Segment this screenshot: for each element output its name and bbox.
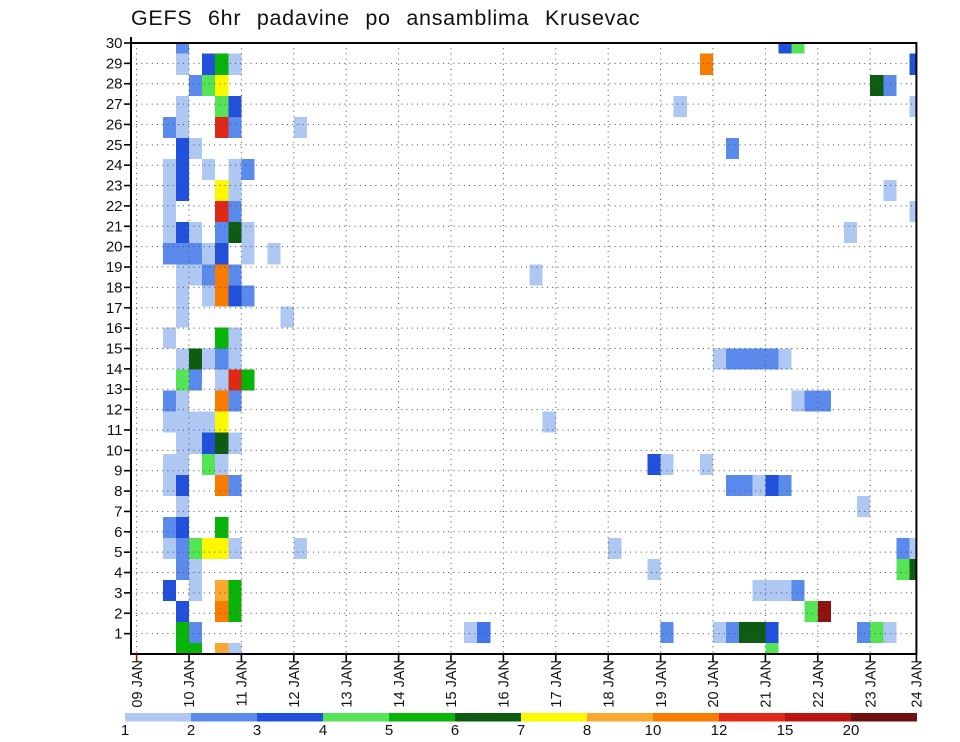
svg-text:25: 25 xyxy=(106,137,123,154)
svg-text:22: 22 xyxy=(106,198,123,215)
svg-text:19: 19 xyxy=(106,259,123,276)
svg-text:09 JAN: 09 JAN xyxy=(130,660,146,708)
svg-text:18 JAN: 18 JAN xyxy=(601,660,617,708)
svg-text:5: 5 xyxy=(385,722,393,739)
svg-text:5: 5 xyxy=(114,544,122,561)
svg-text:12 JAN: 12 JAN xyxy=(287,660,303,708)
svg-text:2: 2 xyxy=(187,722,195,739)
svg-text:15 JAN: 15 JAN xyxy=(444,660,460,708)
svg-text:11 JAN: 11 JAN xyxy=(235,660,251,706)
svg-text:17: 17 xyxy=(106,300,123,317)
svg-text:8: 8 xyxy=(583,722,591,739)
svg-text:GEFS 6hr padavine po ansamblim: GEFS 6hr padavine po ansamblima Krusevac xyxy=(131,6,640,30)
svg-text:29: 29 xyxy=(106,55,123,72)
svg-text:4: 4 xyxy=(114,565,122,582)
svg-text:9: 9 xyxy=(114,463,122,480)
svg-text:23: 23 xyxy=(106,178,123,195)
svg-text:10 JAN: 10 JAN xyxy=(182,660,198,708)
svg-text:24: 24 xyxy=(106,157,123,174)
svg-text:12: 12 xyxy=(711,722,728,739)
svg-text:23 JAN: 23 JAN xyxy=(863,660,879,708)
svg-text:6: 6 xyxy=(114,524,122,541)
svg-text:18: 18 xyxy=(106,279,123,296)
svg-text:2: 2 xyxy=(114,605,122,622)
svg-text:17 JAN: 17 JAN xyxy=(549,660,565,708)
svg-text:3: 3 xyxy=(114,585,122,602)
svg-text:16 JAN: 16 JAN xyxy=(497,660,513,708)
svg-text:20 JAN: 20 JAN xyxy=(706,660,722,708)
svg-text:10: 10 xyxy=(645,722,662,739)
svg-text:15: 15 xyxy=(106,341,123,358)
svg-text:10: 10 xyxy=(106,442,123,459)
svg-text:7: 7 xyxy=(114,503,122,520)
svg-text:13 JAN: 13 JAN xyxy=(339,660,355,708)
svg-text:27: 27 xyxy=(106,96,123,113)
svg-text:15: 15 xyxy=(777,722,794,739)
svg-text:14: 14 xyxy=(106,361,123,378)
svg-text:14 JAN: 14 JAN xyxy=(392,660,408,708)
svg-text:6: 6 xyxy=(451,722,459,739)
svg-text:30: 30 xyxy=(106,35,123,52)
svg-text:3: 3 xyxy=(253,722,261,739)
svg-text:20: 20 xyxy=(843,722,860,739)
svg-text:16: 16 xyxy=(106,320,123,337)
svg-text:7: 7 xyxy=(517,722,525,739)
svg-text:11: 11 xyxy=(107,422,123,439)
svg-text:1: 1 xyxy=(114,626,122,643)
svg-text:21: 21 xyxy=(106,218,123,235)
svg-text:19 JAN: 19 JAN xyxy=(654,660,670,708)
svg-text:13: 13 xyxy=(106,381,123,398)
svg-text:26: 26 xyxy=(106,116,123,133)
svg-text:20: 20 xyxy=(106,239,123,256)
svg-text:28: 28 xyxy=(106,76,123,93)
svg-text:1: 1 xyxy=(121,722,129,739)
svg-text:22 JAN: 22 JAN xyxy=(811,660,827,708)
svg-text:12: 12 xyxy=(106,402,123,419)
svg-text:24 JAN: 24 JAN xyxy=(910,660,926,708)
svg-text:8: 8 xyxy=(114,483,122,500)
svg-text:21 JAN: 21 JAN xyxy=(759,660,775,708)
svg-text:4: 4 xyxy=(319,722,327,739)
